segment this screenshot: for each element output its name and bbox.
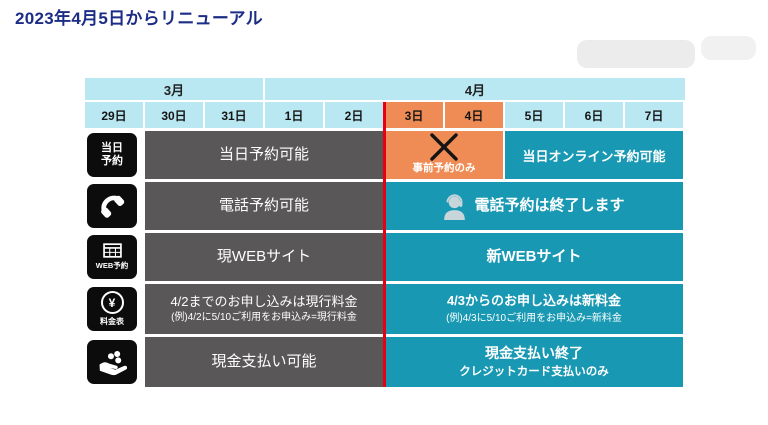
- month-header-april: 4月: [265, 78, 685, 100]
- phone-handset-icon: [101, 195, 125, 218]
- after-cell: 現金支払い終了 クレジットカード支払いのみ: [385, 337, 683, 387]
- before-text: 現金支払い可能: [211, 352, 317, 370]
- date-header-4: 4日: [445, 102, 503, 128]
- after-text: 現金支払い終了: [485, 345, 583, 362]
- cancel-x-icon: [430, 133, 458, 161]
- page-title: 2023年4月5日からリニューアル: [15, 9, 263, 28]
- date-header-7: 7日: [625, 102, 683, 128]
- schedule-table: 3月 4月 29日 30日 31日 1日 2日 3日 4日 5日 6日 7日 当…: [85, 78, 685, 388]
- icon-label-line1: 当日: [101, 142, 123, 154]
- icon-label: WEB予約: [95, 261, 129, 270]
- after-cell: 4/3からのお申し込みは新料金 (例)4/3に5/10ご利用をお申込み=新料金: [385, 284, 683, 334]
- yen-icon: ¥: [100, 291, 124, 314]
- decorative-shape: [577, 40, 695, 68]
- after-text: 4/3からのお申し込みは新料金: [446, 293, 622, 309]
- date-header-29: 29日: [85, 102, 143, 128]
- before-cell: 4/2までのお申し込みは現行料金 (例)4/2に5/10ご利用をお申込み=現行料…: [145, 284, 383, 334]
- blocked-cell: 事前予約のみ: [385, 131, 503, 179]
- row-pricing: ¥ 料金表 4/2までのお申し込みは現行料金 (例)4/2に5/10ご利用をお申…: [85, 284, 685, 334]
- row-web-site: WEB予約 現WEBサイト 新WEBサイト: [85, 233, 685, 281]
- after-text: 当日オンライン予約可能: [522, 148, 666, 164]
- before-text: 当日予約可能: [218, 145, 309, 163]
- date-header-31: 31日: [205, 102, 263, 128]
- date-header-2: 2日: [325, 102, 383, 128]
- before-note: (例)4/2に5/10ご利用をお申込み=現行料金: [171, 311, 357, 323]
- price-table-icon: ¥ 料金表: [87, 287, 137, 331]
- before-text: 電話予約可能: [218, 196, 309, 214]
- hand-coins-icon: [99, 350, 127, 375]
- after-cell: 当日オンライン予約可能: [505, 131, 683, 179]
- after-text: 新WEBサイト: [486, 248, 582, 266]
- before-text: 現WEBサイト: [216, 247, 312, 265]
- before-cell: 現金支払い可能: [145, 337, 383, 387]
- month-header-march: 3月: [85, 78, 263, 100]
- date-header-3: 3日: [385, 102, 443, 128]
- icon-label: 料金表: [100, 317, 124, 326]
- date-header-5: 5日: [505, 102, 563, 128]
- after-cell: 電話予約は終了します: [385, 182, 683, 230]
- phone-icon: [87, 184, 137, 228]
- before-cell: 電話予約可能: [145, 182, 383, 230]
- after-cell: 新WEBサイト: [385, 233, 683, 281]
- decorative-shape: [701, 36, 756, 60]
- row-same-day-reservation: 当日 予約 当日予約可能 事前予約のみ 当日オンライン予約可能: [85, 131, 685, 179]
- after-note: (例)4/3に5/10ご利用をお申込み=新料金: [446, 312, 622, 324]
- icon-label-line2: 予約: [101, 155, 123, 167]
- renewal-divider-line: [383, 102, 386, 387]
- after-note: クレジットカード支払いのみ: [459, 365, 609, 378]
- cash-payment-icon: [87, 340, 137, 384]
- before-text: 4/2までのお申し込みは現行料金: [170, 293, 358, 309]
- date-header-6: 6日: [565, 102, 623, 128]
- blocked-note: 事前予約のみ: [412, 162, 476, 174]
- web-grid-icon: [102, 243, 122, 258]
- same-day-reservation-icon: 当日 予約: [87, 133, 137, 177]
- web-reservation-icon: WEB予約: [87, 235, 137, 279]
- operator-person-icon: [444, 193, 466, 220]
- row-cash-payment: 現金支払い可能 現金支払い終了 クレジットカード支払いのみ: [85, 337, 685, 387]
- before-cell: 現WEBサイト: [145, 233, 383, 281]
- date-header-30: 30日: [145, 102, 203, 128]
- after-text: 電話予約は終了します: [474, 197, 625, 215]
- date-header-1: 1日: [265, 102, 323, 128]
- row-phone-reservation: 電話予約可能 電話予約は終了します: [85, 182, 685, 230]
- before-cell: 当日予約可能: [145, 131, 383, 179]
